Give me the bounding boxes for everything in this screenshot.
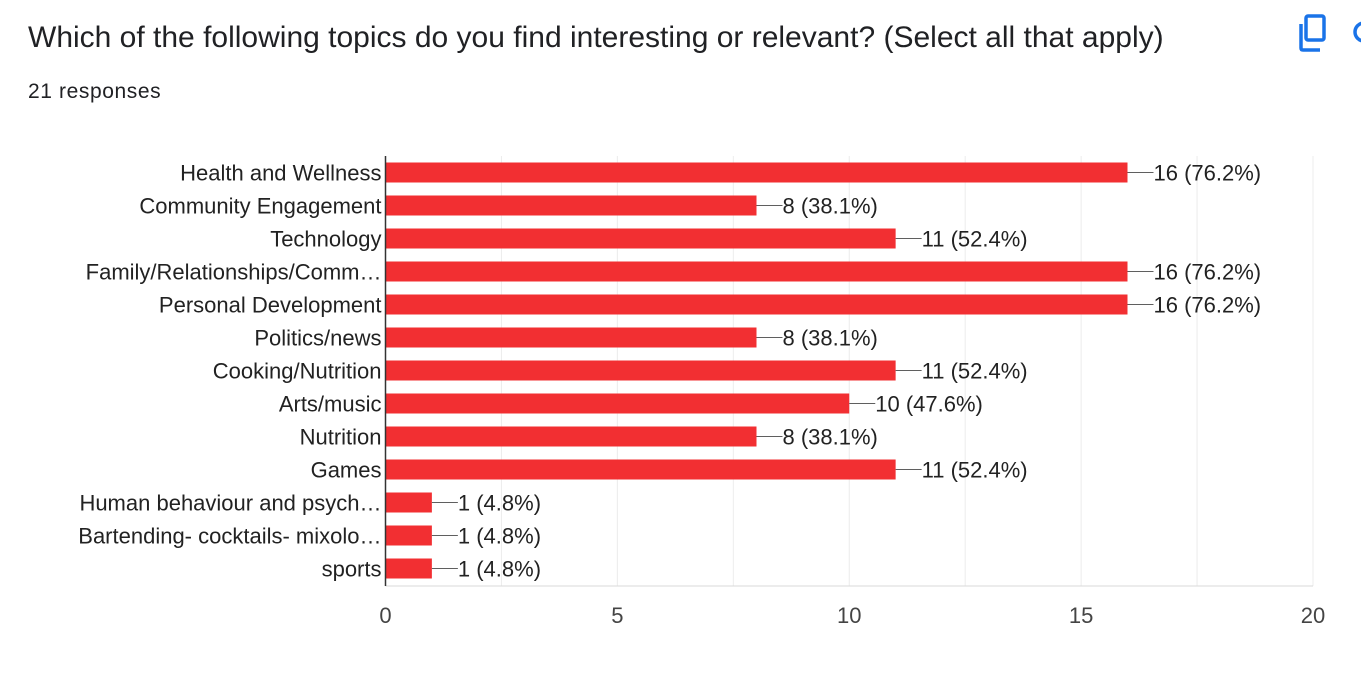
bar[interactable] bbox=[385, 492, 432, 513]
data-label: 1 (4.8%) bbox=[458, 524, 541, 549]
x-tick-label: 15 bbox=[1069, 603, 1093, 628]
x-tick-label: 0 bbox=[379, 603, 391, 628]
x-tick-label: 10 bbox=[837, 603, 861, 628]
data-label: 8 (38.1%) bbox=[783, 425, 878, 450]
data-label: 16 (76.2%) bbox=[1154, 161, 1262, 186]
x-tick-label: 5 bbox=[611, 603, 623, 628]
bar[interactable] bbox=[385, 558, 432, 579]
copy-chart-button[interactable] bbox=[1292, 12, 1336, 58]
data-label: 8 (38.1%) bbox=[783, 194, 878, 219]
data-label: 11 (52.4%) bbox=[922, 227, 1028, 252]
category-label: Human behaviour and psych… bbox=[79, 491, 381, 516]
bar[interactable] bbox=[385, 426, 757, 447]
category-label: Bartending- cocktails- mixolo… bbox=[78, 524, 381, 549]
bar[interactable] bbox=[385, 261, 1128, 282]
bar[interactable] bbox=[385, 459, 896, 480]
data-label: 16 (76.2%) bbox=[1154, 293, 1262, 318]
bar[interactable] bbox=[385, 228, 896, 249]
category-label: Family/Relationships/Comm… bbox=[86, 260, 382, 285]
question-title: Which of the following topics do you fin… bbox=[28, 21, 1164, 54]
chart-labels: Health and Wellness 16 (76.2%) Community E… bbox=[78, 161, 1261, 582]
category-label: Personal Development bbox=[159, 293, 382, 318]
category-label: Politics/news bbox=[254, 326, 381, 351]
category-label: Arts/music bbox=[279, 392, 382, 417]
category-label: Health and Wellness bbox=[180, 161, 381, 186]
data-label: 16 (76.2%) bbox=[1154, 260, 1262, 285]
bar[interactable] bbox=[385, 294, 1128, 315]
data-label: 1 (4.8%) bbox=[458, 491, 541, 516]
copy-icon bbox=[1299, 14, 1326, 52]
category-label: Cooking/Nutrition bbox=[213, 359, 382, 384]
bar[interactable] bbox=[385, 360, 896, 381]
category-label: Games bbox=[311, 458, 382, 483]
chart-axes: 0 5 10 15 20 bbox=[379, 156, 1325, 628]
bar[interactable] bbox=[385, 327, 757, 348]
x-tick-label: 20 bbox=[1301, 603, 1325, 628]
partial-icon[interactable] bbox=[1348, 20, 1361, 50]
bar[interactable] bbox=[385, 195, 757, 216]
data-label: 10 (47.6%) bbox=[875, 392, 983, 417]
partial-circle-icon bbox=[1353, 21, 1361, 43]
bar[interactable] bbox=[385, 393, 850, 414]
bar[interactable] bbox=[385, 525, 432, 546]
response-count: 21 responses bbox=[28, 80, 162, 103]
chart-bars bbox=[385, 162, 1128, 579]
category-label: Nutrition bbox=[300, 425, 382, 450]
data-label: 8 (38.1%) bbox=[783, 326, 878, 351]
bar[interactable] bbox=[385, 162, 1128, 183]
category-label: sports bbox=[322, 557, 382, 582]
category-label: Technology bbox=[270, 227, 381, 252]
data-label: 1 (4.8%) bbox=[458, 557, 541, 582]
data-label: 11 (52.4%) bbox=[922, 458, 1028, 483]
category-label: Community Engagement bbox=[139, 194, 381, 219]
data-label: 11 (52.4%) bbox=[922, 359, 1028, 384]
